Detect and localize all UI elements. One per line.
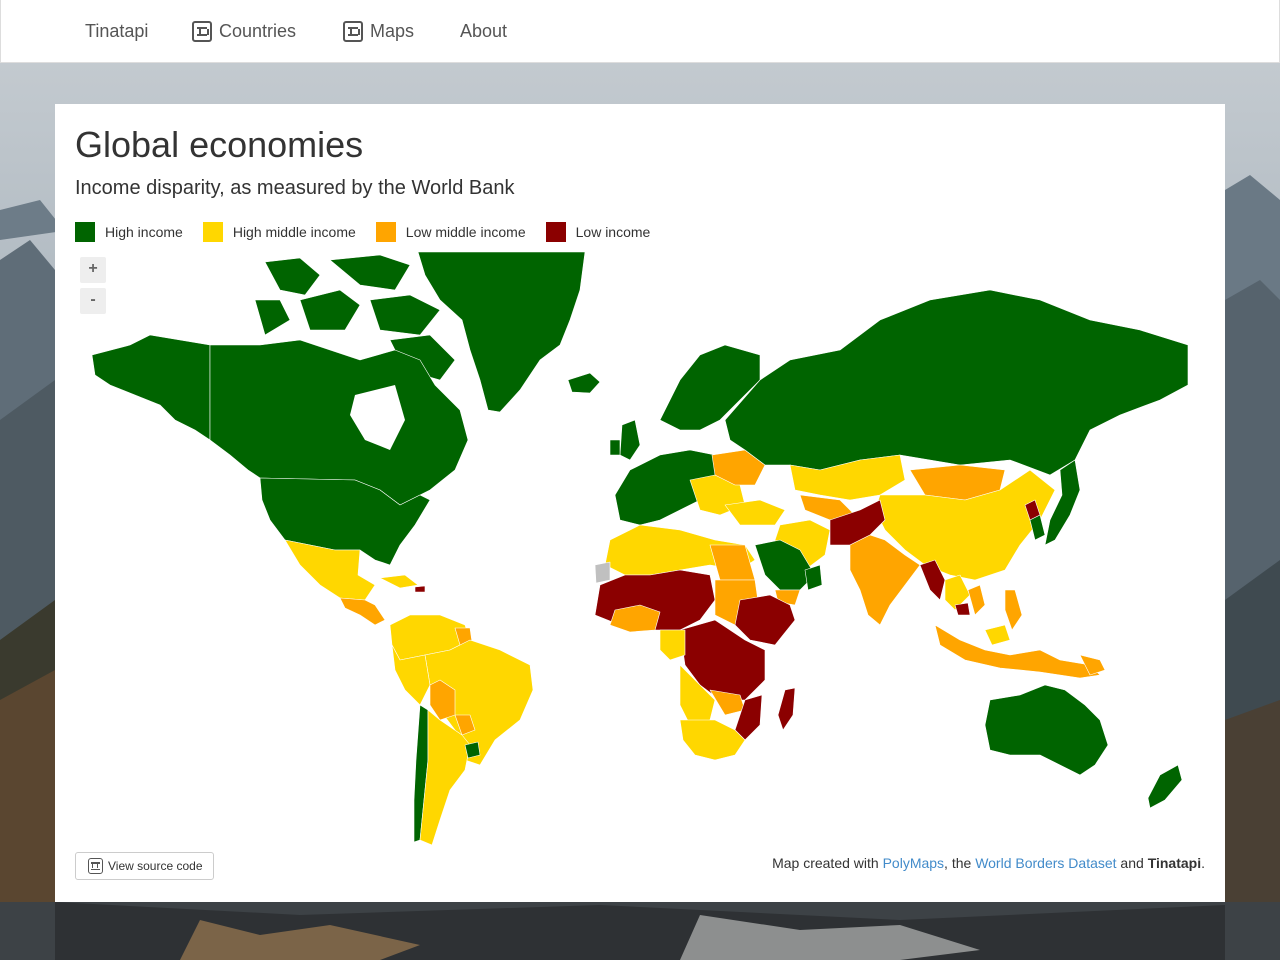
country-canada-islands[interactable] [254, 254, 456, 381]
nav-item-countries[interactable]: Countries [192, 0, 296, 62]
page-title: Global economies [75, 124, 364, 165]
legend-label: High income [105, 224, 183, 240]
zoom-in-button[interactable]: + [80, 257, 106, 283]
nav-brand-tinatapi[interactable]: Tinatapi [85, 0, 148, 62]
country-mozambique[interactable] [734, 694, 763, 741]
credits-brand: Tinatapi [1147, 855, 1202, 871]
polymaps-link[interactable]: PolyMaps [882, 855, 945, 871]
tinatapi-logo-icon [343, 20, 363, 42]
country-haiti[interactable] [414, 585, 426, 593]
nav-item-countries-label: Countries [219, 21, 297, 41]
country-vietnam[interactable] [967, 584, 986, 616]
country-iceland[interactable] [567, 372, 601, 394]
country-uk[interactable] [619, 419, 641, 461]
country-cuba[interactable] [379, 574, 419, 589]
country-central-africa[interactable] [679, 619, 766, 701]
credits-text: . [1201, 855, 1205, 871]
view-source-button[interactable]: View source code [75, 852, 214, 880]
credits-text: and [1116, 855, 1148, 871]
country-peru[interactable] [391, 644, 431, 706]
country-cambodia[interactable] [954, 602, 971, 616]
country-png[interactable] [1079, 654, 1106, 676]
country-paraguay[interactable] [454, 714, 476, 736]
map-panel: Global economies Income disparity, as me… [55, 104, 1225, 902]
country-western-sahara[interactable] [594, 561, 611, 584]
country-afghanistan[interactable] [829, 499, 886, 546]
country-greenland[interactable] [417, 251, 586, 413]
nav-item-maps[interactable]: Maps [343, 0, 414, 62]
country-kazakhstan[interactable] [789, 454, 906, 501]
credits-text: , the [944, 855, 976, 871]
country-china[interactable] [874, 469, 1056, 581]
country-central-america[interactable] [339, 597, 386, 626]
legend-swatch [545, 222, 566, 242]
tinatapi-logo-icon [192, 20, 212, 42]
country-argentina[interactable] [419, 709, 471, 846]
top-navbar: Tinatapi Countries Maps About [0, 0, 1280, 63]
legend-label: Low middle income [405, 224, 526, 240]
country-southern-africa[interactable] [679, 719, 746, 761]
country-new-zealand[interactable] [1147, 764, 1183, 809]
country-nigeria[interactable] [609, 604, 661, 633]
country-oman[interactable] [804, 564, 823, 591]
country-russia[interactable] [724, 289, 1189, 476]
world-income-map[interactable] [80, 250, 1200, 850]
country-gabon-congo[interactable] [659, 629, 686, 661]
legend-item-low-middle-income: Low middle income [375, 222, 526, 242]
country-western-europe[interactable] [614, 449, 721, 526]
legend-item-high-income: High income [75, 222, 183, 242]
country-south-korea[interactable] [1029, 514, 1046, 541]
country-madagascar[interactable] [777, 687, 796, 731]
country-usa-alaska[interactable] [91, 334, 211, 441]
nav-item-maps-label: Maps [370, 21, 415, 41]
legend-swatch [75, 222, 95, 242]
map-credits: Map created with PolyMaps, the World Bor… [772, 854, 1205, 872]
legend-swatch [202, 222, 223, 242]
country-philippines[interactable] [1004, 589, 1023, 631]
nav-item-about-label: About [460, 21, 508, 41]
country-indonesia[interactable] [934, 624, 1101, 679]
hudson-bay [350, 385, 405, 450]
legend-item-low-income: Low income [545, 222, 651, 242]
nav-brand-label: Tinatapi [85, 21, 149, 41]
country-uruguay[interactable] [464, 741, 481, 759]
country-malaysia[interactable] [984, 624, 1011, 646]
country-mexico[interactable] [284, 539, 376, 601]
page-subtitle: Income disparity, as measured by the Wor… [75, 177, 515, 199]
country-ireland[interactable] [609, 439, 621, 456]
legend-label: Low income [575, 224, 651, 240]
country-thailand[interactable] [944, 574, 971, 611]
view-source-label: View source code [108, 859, 203, 873]
credits-text: Map created with [772, 855, 883, 871]
country-myanmar[interactable] [919, 559, 946, 601]
country-japan[interactable] [1044, 459, 1081, 546]
legend-label: High middle income [232, 224, 356, 240]
map-legend: High income High middle income Low middl… [75, 222, 670, 242]
country-australia[interactable] [984, 684, 1109, 776]
legend-swatch [375, 222, 396, 242]
country-india[interactable] [849, 534, 921, 626]
legend-item-high-middle-income: High middle income [202, 222, 356, 242]
tinatapi-logo-icon [88, 858, 103, 874]
country-canada[interactable] [209, 339, 469, 506]
country-ethiopia[interactable] [734, 594, 796, 646]
nav-item-about[interactable]: About [460, 0, 507, 62]
world-borders-link[interactable]: World Borders Dataset [975, 855, 1117, 871]
country-turkey[interactable] [724, 499, 786, 526]
zoom-out-button[interactable]: - [80, 288, 106, 314]
